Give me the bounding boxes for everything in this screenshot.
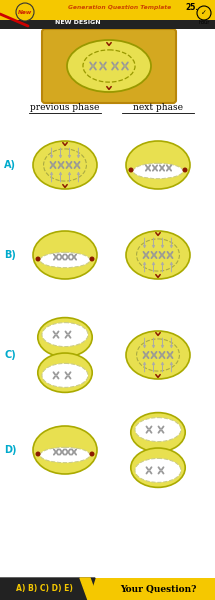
Ellipse shape: [126, 331, 190, 379]
Circle shape: [161, 167, 162, 169]
Ellipse shape: [42, 364, 88, 388]
Polygon shape: [80, 578, 98, 600]
Circle shape: [16, 3, 34, 21]
Text: next phase: next phase: [133, 103, 183, 113]
Text: A) B) C) D) E): A) B) C) D) E): [15, 584, 72, 593]
Text: 25.: 25.: [185, 2, 199, 11]
Ellipse shape: [33, 231, 97, 279]
Circle shape: [60, 164, 61, 166]
Text: D): D): [4, 445, 16, 455]
Text: NEW DESIGN: NEW DESIGN: [55, 19, 101, 25]
Circle shape: [52, 164, 54, 166]
Circle shape: [160, 429, 161, 430]
Ellipse shape: [38, 317, 92, 357]
Ellipse shape: [40, 448, 90, 463]
Ellipse shape: [40, 253, 90, 268]
Ellipse shape: [135, 458, 181, 482]
Circle shape: [89, 257, 95, 262]
FancyBboxPatch shape: [0, 578, 215, 600]
Circle shape: [161, 355, 163, 356]
Text: Generation Question Template: Generation Question Template: [68, 5, 171, 10]
Circle shape: [183, 167, 187, 173]
Circle shape: [169, 254, 170, 256]
Circle shape: [55, 334, 57, 335]
Circle shape: [154, 254, 155, 256]
Circle shape: [161, 254, 163, 256]
Circle shape: [68, 334, 69, 335]
Ellipse shape: [126, 231, 190, 279]
FancyBboxPatch shape: [0, 20, 215, 29]
Text: A): A): [4, 160, 16, 170]
Ellipse shape: [126, 141, 190, 189]
Ellipse shape: [42, 323, 88, 347]
Circle shape: [35, 451, 40, 457]
Text: Your Question?: Your Question?: [120, 584, 196, 593]
Text: C): C): [4, 350, 16, 360]
Circle shape: [114, 65, 116, 67]
Circle shape: [35, 257, 40, 262]
Ellipse shape: [131, 448, 185, 487]
Polygon shape: [0, 578, 95, 600]
Circle shape: [102, 65, 104, 67]
Circle shape: [55, 375, 57, 376]
Text: hour: hour: [198, 19, 210, 25]
Circle shape: [129, 167, 134, 173]
Circle shape: [89, 451, 95, 457]
FancyBboxPatch shape: [0, 0, 215, 28]
Circle shape: [160, 470, 161, 471]
Circle shape: [68, 375, 69, 376]
Ellipse shape: [135, 418, 181, 442]
Circle shape: [124, 65, 126, 67]
Text: B): B): [4, 250, 16, 260]
Circle shape: [147, 167, 148, 169]
Text: New: New: [18, 10, 32, 14]
Text: previous phase: previous phase: [30, 103, 100, 113]
Ellipse shape: [38, 353, 92, 392]
Circle shape: [154, 355, 155, 356]
FancyBboxPatch shape: [42, 29, 176, 103]
Circle shape: [92, 65, 94, 67]
Ellipse shape: [131, 413, 185, 452]
Text: ✓: ✓: [201, 10, 207, 16]
Ellipse shape: [133, 163, 183, 179]
Ellipse shape: [33, 426, 97, 474]
Circle shape: [169, 355, 170, 356]
Ellipse shape: [33, 141, 97, 189]
Ellipse shape: [67, 40, 151, 92]
